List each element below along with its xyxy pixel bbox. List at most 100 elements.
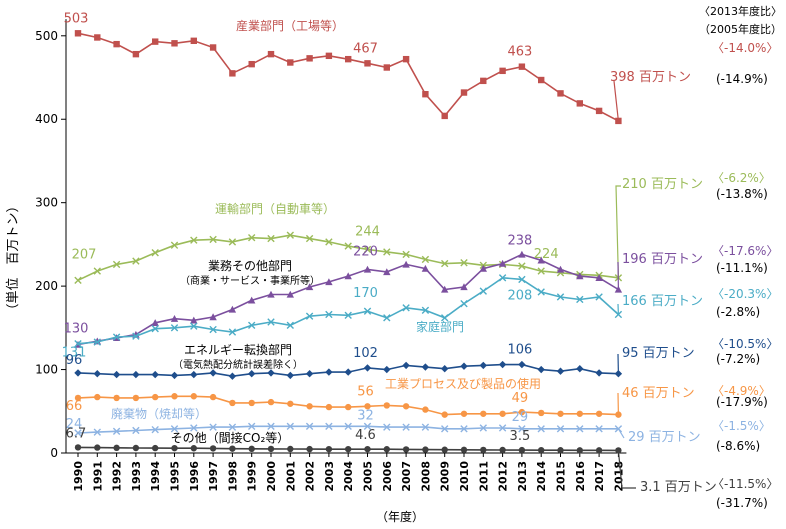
data-point-process (595, 410, 603, 417)
series-line-industry (77, 32, 619, 122)
data-point-waste (441, 425, 449, 433)
y-tick-label: 200 (35, 279, 58, 293)
vs2005-transport: (-13.8%) (716, 187, 768, 201)
data-point-commercial (479, 264, 487, 272)
data-point-other (229, 445, 236, 452)
x-tick-label: 2002 (304, 461, 317, 492)
y-tick-label: 400 (35, 112, 58, 126)
data-point-energy (460, 362, 468, 370)
series-name-commercial: 業務その他部門 (208, 258, 292, 273)
leader-line-transport (615, 185, 621, 278)
data-point-other (383, 446, 390, 453)
data-label-other: 6.7 (66, 426, 87, 441)
data-point-process (538, 409, 545, 417)
data-point-industry (74, 30, 82, 37)
series-household (74, 274, 623, 348)
data-point-energy (112, 370, 121, 379)
data-point-household (344, 311, 352, 320)
data-point-other (325, 445, 333, 453)
data-point-industry (557, 90, 564, 97)
data-point-transport (132, 257, 140, 265)
data-point-process (576, 410, 583, 417)
data-point-industry (480, 77, 487, 85)
x-tick-label: 2010 (458, 461, 471, 492)
data-point-transport (190, 236, 198, 244)
data-point-household (402, 304, 410, 312)
data-point-energy (93, 370, 101, 378)
vs2005-industry: (-14.9%) (716, 72, 768, 86)
data-point-waste (151, 425, 159, 434)
data-point-industry (267, 50, 275, 58)
data-point-household (151, 324, 159, 333)
data-point-industry (345, 55, 352, 63)
x-tick-label: 1994 (149, 461, 162, 492)
data-point-energy (209, 369, 217, 377)
x-tick-label: 2011 (477, 461, 490, 492)
data-point-transport (305, 234, 314, 243)
data-point-commercial (325, 278, 333, 286)
x-tick-label: 1993 (130, 461, 143, 492)
data-point-commercial (383, 268, 391, 276)
data-point-process (615, 411, 622, 418)
data-point-process (74, 394, 82, 402)
vs2013-energy: 〈-10.5%〉 (712, 337, 778, 351)
data-point-household (441, 314, 449, 322)
data-point-waste (402, 423, 410, 431)
data-point-household (267, 318, 275, 326)
data-label-industry: 463 (507, 45, 532, 60)
data-point-energy (248, 370, 256, 378)
data-point-other (441, 446, 448, 453)
data-point-industry (306, 55, 313, 62)
data-point-waste (498, 424, 507, 432)
data-point-industry (132, 50, 140, 58)
data-point-industry (518, 63, 526, 70)
data-point-industry (595, 107, 603, 115)
data-point-process (248, 399, 255, 407)
data-point-commercial (402, 260, 410, 268)
data-point-process (383, 402, 390, 409)
data-point-other (113, 444, 120, 452)
data-point-other (518, 446, 526, 454)
data-point-process (287, 400, 294, 407)
data-point-other (287, 445, 294, 453)
header-2005-comparison: （2005年度比） (699, 22, 782, 36)
series-line-waste (77, 425, 619, 434)
data-point-transport (344, 242, 352, 250)
data-point-waste (74, 429, 82, 437)
data-point-household (460, 299, 468, 308)
data-point-waste (363, 422, 372, 430)
data-point-energy (228, 372, 237, 380)
x-tick-label: 2015 (555, 461, 568, 492)
data-point-commercial (576, 272, 584, 280)
data-point-household (595, 293, 603, 301)
series-name-process: 工業プロセス及び製品の使用 (385, 376, 541, 391)
end-value-waste: 29 百万トン (628, 430, 701, 445)
data-point-waste (518, 425, 526, 433)
data-point-energy (363, 364, 372, 372)
series-name-industry: 産業部門（工場等） (236, 18, 344, 33)
data-point-energy (537, 365, 545, 374)
data-point-waste (595, 425, 603, 433)
data-point-commercial (537, 256, 545, 264)
series-name-household: 家庭部門 (416, 319, 464, 334)
data-point-commercial (421, 264, 430, 272)
data-point-transport (93, 267, 101, 275)
data-point-waste (112, 427, 121, 436)
data-point-waste (479, 424, 487, 432)
data-point-energy (170, 371, 179, 380)
data-point-household (325, 310, 333, 319)
data-point-other (74, 444, 82, 451)
data-label-commercial: 238 (507, 233, 532, 248)
data-point-energy (383, 365, 391, 374)
chart-axes: 0 100 200 300 400 500 1990 1991 1992 1993 1994 1995… (35, 19, 627, 492)
data-point-commercial (556, 265, 565, 273)
data-point-transport (325, 238, 333, 246)
x-tick-label: 1991 (91, 461, 104, 492)
data-point-energy (74, 369, 82, 377)
data-point-commercial (248, 296, 256, 304)
data-point-household (537, 288, 545, 296)
vs2005-other: (-31.7%) (716, 496, 768, 510)
data-point-waste (286, 422, 294, 430)
data-point-energy (518, 360, 526, 369)
